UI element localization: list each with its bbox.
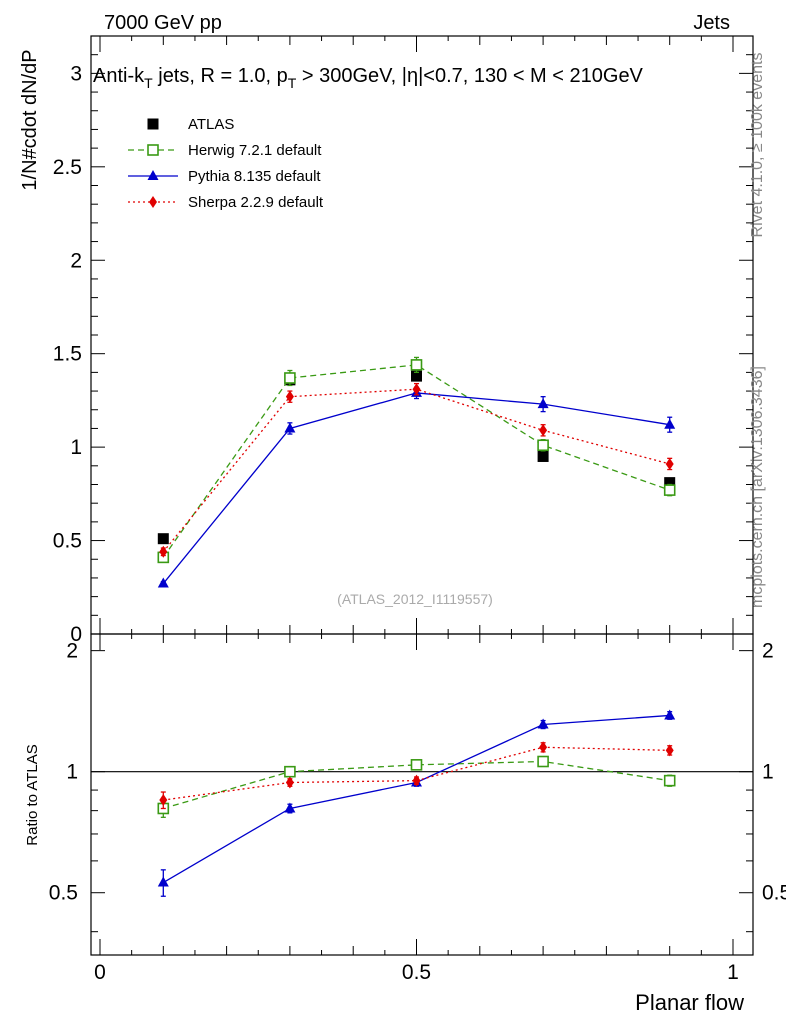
legend-item-herwig: Herwig 7.2.1 default: [128, 142, 322, 159]
ratio-sherpa-point: [539, 741, 548, 754]
ratio-y-tick-label: 1: [66, 761, 78, 784]
ratio-sherpa-point: [412, 774, 421, 787]
main-pythia-point: [664, 418, 676, 429]
main-y-tick-label: 1: [70, 436, 82, 459]
main-atlas-point: [411, 370, 422, 382]
main-herwig-point: [537, 439, 549, 452]
main-herwig-point: [663, 484, 676, 496]
ratio-y-axis: 0.5 0.5 1 1 2 2: [49, 640, 786, 933]
ratio-y-tick-label: 0.5: [49, 882, 78, 905]
main-pythia-line: [162, 392, 670, 584]
main-herwig-point: [410, 359, 423, 371]
ratio-pythia-point: [664, 709, 676, 720]
legend-label: Herwig 7.2.1 default: [188, 142, 322, 159]
ratio-y-tick-label-right: 1: [762, 761, 774, 784]
main-atlas-point: [664, 477, 676, 489]
ratio-y-label: Ratio to ATLAS: [24, 744, 41, 845]
ratio-y-tick-label-right: 0.5: [762, 882, 786, 905]
legend-item-sherpa: Sherpa 2.2.9 default: [128, 194, 324, 211]
main-herwig-point: [284, 372, 296, 384]
legend-marker: [147, 144, 159, 156]
main-herwig-line: [162, 364, 670, 558]
x-label: Planar flow: [635, 990, 744, 1015]
main-y-tick-label: 0: [70, 623, 82, 646]
main-sherpa-point: [539, 424, 548, 437]
main-y-tick-label: 2: [70, 249, 82, 272]
main-sherpa-point: [285, 390, 294, 403]
main-sherpa-point: [665, 457, 674, 470]
analysis-watermark: (ATLAS_2012_I1119557): [337, 591, 493, 607]
x-tick-label: 0: [94, 961, 106, 984]
main-y-label: 1/N#cdot dN/dP: [19, 49, 41, 190]
legend-label: Pythia 8.135 default: [188, 168, 321, 185]
main-sherpa-line: [162, 388, 670, 553]
main-pythia-point: [537, 398, 549, 409]
ratio-plot-frame: [90, 633, 754, 956]
ratio-sherpa-point: [285, 776, 294, 789]
ratio-series-group: [157, 709, 676, 897]
ratio-herwig-point: [410, 759, 423, 771]
ratio-y-tick-label-right: 2: [762, 640, 774, 663]
legend-marker: [147, 170, 159, 180]
mcplots-reference-label: mcplots.cern.ch [arXiv:1306.3436]: [749, 366, 766, 608]
ratio-herwig-point: [663, 774, 676, 787]
ratio-pythia-point: [284, 802, 296, 813]
ratio-pythia-point: [157, 876, 169, 887]
main-atlas-point: [537, 450, 549, 462]
main-series-group: [157, 356, 676, 588]
ratio-sherpa-point: [665, 744, 674, 757]
legend: ATLAS Herwig 7.2.1 default Pythia 8.135 de…: [128, 116, 324, 211]
main-sherpa-point: [159, 545, 168, 558]
rivet-version-label: Rivet 4.1.0, ≥ 100k events: [749, 53, 766, 238]
ratio-sherpa-line: [163, 746, 670, 801]
legend-label: Sherpa 2.2.9 default: [188, 194, 324, 211]
main-y-tick-label: 1.5: [53, 343, 82, 366]
ratio-y-tick-label: 2: [66, 640, 78, 663]
x-tick-label: 0.5: [402, 961, 431, 984]
legend-marker: [147, 118, 159, 130]
main-atlas-point: [157, 533, 169, 545]
legend-label: ATLAS: [188, 116, 234, 133]
main-y-axis: 0 0.5 1 1.5 2 2.5 3: [53, 35, 753, 646]
ratio-herwig-point: [284, 765, 296, 778]
x-tick-label: 1: [727, 961, 739, 984]
ratio-sherpa-point: [159, 794, 168, 807]
header-right: Jets: [693, 12, 730, 34]
main-y-tick-label: 3: [70, 62, 82, 85]
legend-item-pythia: Pythia 8.135 default: [128, 168, 321, 185]
legend-item-atlas: ATLAS: [147, 116, 234, 133]
legend-marker: [149, 196, 157, 208]
main-y-tick-label: 0.5: [53, 530, 82, 553]
ratio-herwig-point: [537, 755, 549, 768]
plot-title: Anti-kT jets, R = 1.0, pT > 300GeV, |η|<…: [93, 65, 644, 91]
header-left: 7000 GeV pp: [104, 12, 222, 34]
main-pythia-point: [284, 422, 296, 433]
main-pythia-point: [157, 577, 169, 588]
main-sherpa-point: [412, 383, 421, 396]
ratio-pythia-line: [162, 714, 670, 884]
main-y-tick-label: 2.5: [53, 156, 82, 179]
x-axis: 0 0.5 1: [94, 36, 739, 984]
ratio-pythia-point: [537, 718, 549, 729]
